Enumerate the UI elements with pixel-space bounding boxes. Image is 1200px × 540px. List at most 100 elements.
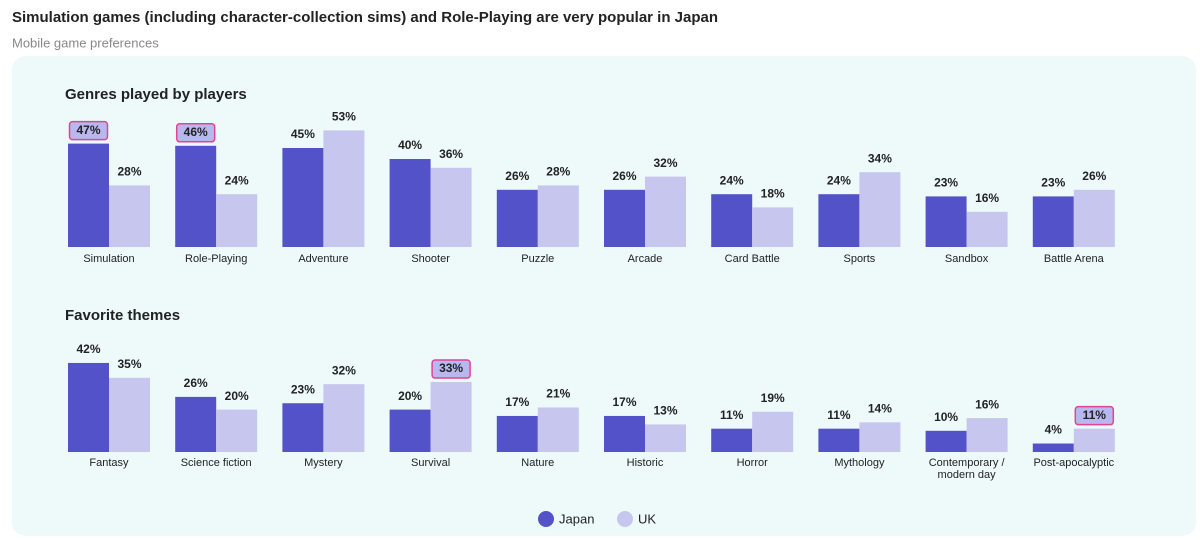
value-label: 17% <box>612 395 636 409</box>
value-label: 35% <box>117 357 141 371</box>
x-tick-label: Simulation <box>83 253 135 265</box>
bar <box>1032 196 1074 247</box>
category-label: Mythology <box>834 457 885 469</box>
bar <box>604 189 645 247</box>
x-tick-label: Historic <box>626 457 664 469</box>
bar <box>925 196 967 247</box>
value-label: 19% <box>761 391 785 405</box>
value-label: 16% <box>975 397 999 411</box>
chart-title: Genres played by players <box>65 86 247 103</box>
category-label: Fantasy <box>89 457 129 469</box>
page-title: Simulation games (including character-co… <box>12 9 718 26</box>
bar <box>859 422 901 452</box>
bar <box>604 415 645 452</box>
value-label: 18% <box>761 187 785 201</box>
bar <box>966 211 1008 247</box>
bar <box>496 415 538 452</box>
category-label: Mystery <box>304 457 343 469</box>
value-label: 34% <box>868 151 892 165</box>
bar <box>966 418 1008 452</box>
value-label: 13% <box>653 404 677 418</box>
value-label: 4% <box>1045 423 1063 437</box>
x-tick-label: Fantasy <box>89 457 129 469</box>
value-label: 45% <box>291 127 315 141</box>
x-tick-label: Nature <box>521 457 555 469</box>
category-label: Battle Arena <box>1043 253 1104 265</box>
bar <box>537 185 579 247</box>
x-tick-label: Post-apocalyptic <box>1033 457 1115 469</box>
bar <box>282 403 324 452</box>
bar <box>1032 443 1074 452</box>
value-label: 26% <box>612 169 636 183</box>
value-label: 36% <box>439 147 463 161</box>
legend-label: Japan <box>559 511 594 526</box>
bar <box>323 384 365 452</box>
bar <box>711 194 753 247</box>
legend-label: UK <box>638 511 656 526</box>
value-label: 47% <box>76 123 100 137</box>
bar <box>109 185 150 247</box>
x-tick-label: Puzzle <box>521 253 554 265</box>
bar <box>711 428 753 452</box>
x-tick-label: Survival <box>411 457 451 469</box>
bar <box>389 409 431 452</box>
bar <box>645 176 686 247</box>
bar <box>109 377 150 452</box>
legend-swatch <box>617 511 633 527</box>
bar <box>175 396 217 452</box>
category-label: Sandbox <box>944 253 989 265</box>
value-label: 26% <box>505 169 529 183</box>
bar <box>216 194 258 247</box>
value-label: 33% <box>439 361 463 375</box>
bar <box>68 143 109 247</box>
bar <box>430 167 472 247</box>
value-label: 32% <box>332 363 356 377</box>
value-label: 20% <box>225 389 249 403</box>
category-label: Historic <box>626 457 664 469</box>
value-label: 26% <box>184 376 208 390</box>
category-label: Survival <box>411 457 451 469</box>
bar <box>1073 428 1115 452</box>
bar <box>859 172 901 247</box>
category-label: Contemporary / modern day <box>928 457 1005 481</box>
category-label: Simulation <box>83 253 135 265</box>
x-tick-label: Mythology <box>834 457 885 469</box>
value-label: 53% <box>332 110 356 124</box>
category-label: Adventure <box>298 253 349 265</box>
page-subtitle: Mobile game preferences <box>12 35 159 50</box>
category-label: Sports <box>843 253 876 265</box>
x-tick-label: Mystery <box>304 457 343 469</box>
category-label: Nature <box>521 457 555 469</box>
bar <box>752 207 794 247</box>
value-label: 46% <box>184 125 208 139</box>
x-tick-label: Science fiction <box>180 457 252 469</box>
x-tick-label: Sports <box>843 253 876 265</box>
bar <box>389 159 431 247</box>
x-tick-label: Role-Playing <box>185 253 247 265</box>
value-label: 24% <box>827 173 851 187</box>
bar <box>430 382 472 452</box>
category-label: Post-apocalyptic <box>1033 457 1115 469</box>
category-label: Card Battle <box>724 253 780 265</box>
value-label: 20% <box>398 389 422 403</box>
value-label: 28% <box>117 165 141 179</box>
category-label: Shooter <box>411 253 450 265</box>
bar <box>925 430 967 452</box>
bar <box>818 428 860 452</box>
value-label: 11% <box>1083 408 1107 422</box>
category-label: Science fiction <box>180 457 252 469</box>
chart-title: Favorite themes <box>65 307 180 324</box>
value-label: 23% <box>291 382 315 396</box>
value-label: 28% <box>546 165 570 179</box>
bar <box>282 148 324 247</box>
bar <box>175 145 217 247</box>
bar <box>216 409 258 452</box>
x-tick-label: Shooter <box>411 253 450 265</box>
x-tick-label: Battle Arena <box>1043 253 1104 265</box>
bar <box>323 130 365 247</box>
category-label: Arcade <box>627 253 663 265</box>
bar <box>645 424 686 452</box>
value-label: 14% <box>868 401 892 415</box>
